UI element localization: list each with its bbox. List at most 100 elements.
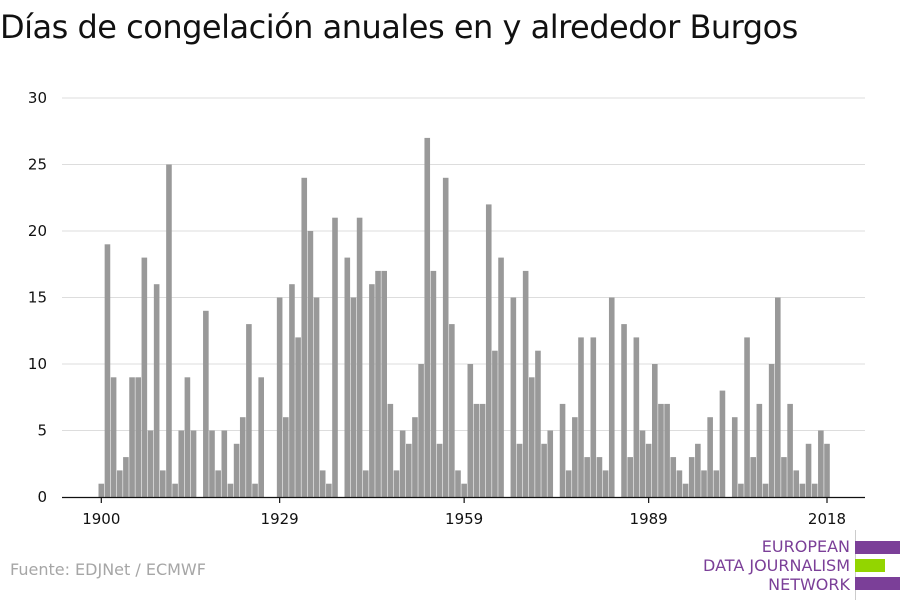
bar — [449, 324, 455, 497]
bar — [153, 284, 160, 497]
bar — [239, 417, 246, 497]
bar — [141, 257, 148, 497]
y-tick-label: 25 — [28, 156, 47, 174]
bar — [565, 470, 572, 497]
bar — [301, 177, 308, 498]
bar — [541, 443, 547, 497]
bar — [775, 297, 781, 497]
y-tick-label: 20 — [28, 222, 47, 240]
bar — [676, 470, 683, 497]
bar — [283, 417, 289, 497]
bar — [123, 457, 129, 497]
bar — [633, 337, 640, 497]
chart-title: Días de congelación anuales en y alreded… — [0, 8, 798, 46]
bar — [350, 297, 357, 497]
bar — [744, 337, 750, 497]
bar — [344, 257, 351, 497]
bar — [811, 483, 818, 497]
bar — [319, 470, 326, 497]
y-tick-label: 5 — [37, 422, 47, 440]
bar — [799, 483, 806, 497]
logo-purple-bar-top — [855, 541, 900, 554]
bar — [707, 417, 713, 497]
bar — [522, 270, 529, 497]
bar-chart: 0 5 10 15 20 25 30 1900 1929 1959 1989 2018 — [28, 89, 865, 528]
bar — [178, 430, 185, 497]
bar — [110, 377, 117, 497]
bar — [461, 483, 467, 497]
bar — [547, 430, 554, 497]
logo-line-network: NETWORK — [768, 575, 850, 594]
bar — [313, 297, 320, 497]
bar — [246, 324, 252, 497]
y-tick-label: 30 — [28, 89, 47, 107]
bar — [424, 137, 431, 497]
bar — [276, 297, 283, 497]
bar — [818, 430, 824, 497]
bar — [233, 443, 240, 497]
bar — [184, 377, 191, 497]
bar — [104, 244, 111, 497]
bar — [793, 470, 800, 497]
bar — [510, 297, 517, 497]
bar — [221, 430, 228, 497]
bar — [535, 350, 541, 497]
bar — [172, 483, 178, 497]
bar — [393, 470, 400, 497]
bar — [584, 457, 590, 497]
logo-line-data-journalism: DATA JOURNALISM — [703, 556, 850, 575]
bar — [516, 443, 523, 497]
bar — [129, 377, 135, 497]
bar — [596, 457, 603, 497]
bar — [252, 483, 258, 497]
bar — [768, 364, 775, 497]
bar — [645, 443, 652, 497]
x-tick-label: 2018 — [808, 510, 846, 528]
bar — [492, 350, 498, 497]
edjnet-logo: EUROPEAN DATA JOURNALISM NETWORK — [700, 530, 900, 600]
source-note: Fuente: EDJNet / ECMWF — [10, 560, 206, 579]
bar — [670, 457, 677, 497]
y-tick-label: 10 — [28, 355, 47, 373]
bar — [332, 217, 338, 497]
bar — [559, 403, 566, 497]
bar — [529, 377, 535, 497]
bar — [430, 270, 437, 497]
bar — [731, 417, 738, 497]
bar — [639, 430, 646, 497]
logo-green-bar — [855, 559, 885, 572]
bar — [750, 457, 756, 497]
x-tick-label: 1989 — [630, 510, 668, 528]
x-tick-label: 1959 — [445, 510, 483, 528]
bar — [295, 337, 301, 497]
bar — [369, 284, 375, 497]
bar — [160, 470, 166, 497]
bar — [485, 204, 492, 497]
bar — [215, 470, 221, 497]
bar — [572, 417, 578, 497]
bar — [190, 430, 197, 497]
y-tick-label: 15 — [28, 289, 47, 307]
bar — [387, 403, 394, 497]
bar — [664, 403, 670, 497]
y-tick-label: 0 — [37, 488, 47, 506]
x-tick-label: 1900 — [82, 510, 120, 528]
bar — [498, 257, 504, 497]
bar — [406, 443, 412, 497]
x-tick-label: 1929 — [261, 510, 299, 528]
bar — [147, 430, 154, 497]
bar — [479, 403, 486, 497]
bar — [356, 217, 363, 497]
bar — [362, 470, 369, 497]
bar — [203, 310, 209, 497]
bar — [381, 270, 387, 497]
bar — [781, 457, 787, 497]
bar — [713, 470, 720, 497]
bar — [621, 324, 627, 497]
bar — [756, 403, 763, 497]
bar — [805, 443, 812, 497]
bar — [442, 177, 449, 498]
bar — [98, 483, 105, 497]
bar — [608, 297, 615, 497]
bar — [738, 483, 744, 497]
